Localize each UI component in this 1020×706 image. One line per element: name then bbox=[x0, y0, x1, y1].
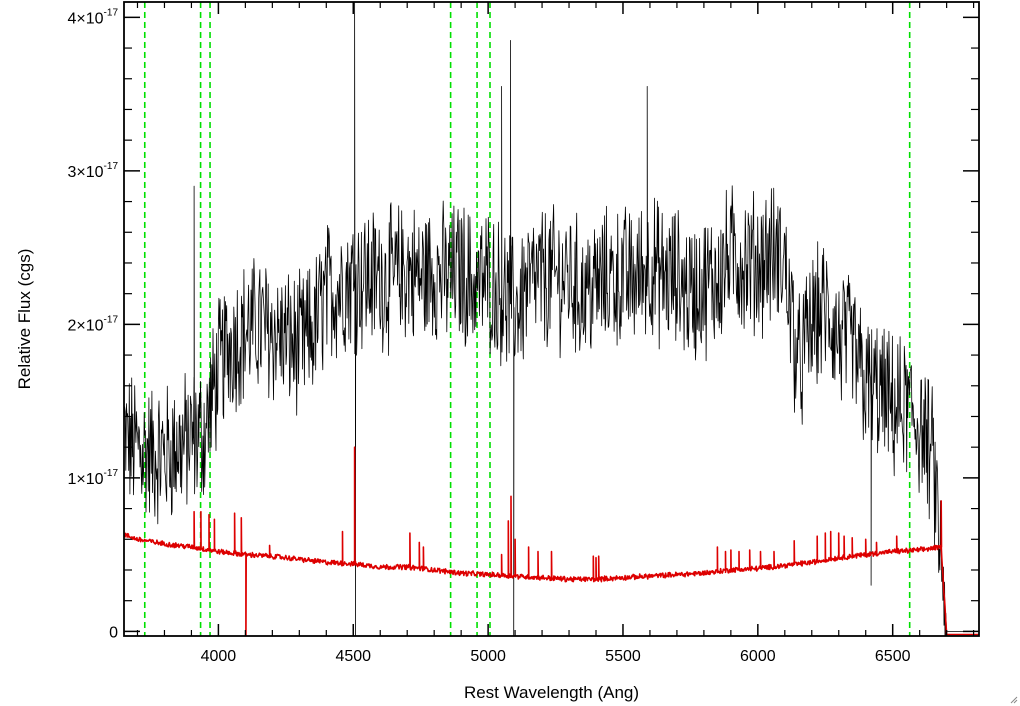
x-axis-title: Rest Wavelength (Ang) bbox=[464, 683, 639, 702]
x-tick-label: 5000 bbox=[470, 648, 506, 665]
y-tick-label: 1×10-17 bbox=[68, 468, 119, 488]
y-tick-label: 4×10-17 bbox=[68, 7, 119, 27]
y-tick-label: 3×10-17 bbox=[68, 161, 119, 181]
x-tick-label: 6500 bbox=[875, 648, 911, 665]
resize-grip-icon[interactable] bbox=[1010, 696, 1018, 704]
y-axis: 0 1×10-17 2×10-17 3×10-17 4×10-17 bbox=[68, 7, 979, 641]
x-axis: 4000 4500 5000 5500 6000 6500 bbox=[136, 2, 975, 665]
series-model-spectrum bbox=[124, 446, 979, 636]
x-tick-label: 5500 bbox=[605, 648, 641, 665]
plot-frame bbox=[123, 1, 980, 637]
x-tick-label: 4000 bbox=[201, 648, 237, 665]
x-tick-label: 4500 bbox=[335, 648, 371, 665]
y-tick-label: 2×10-17 bbox=[68, 314, 119, 334]
series-observed-spectrum bbox=[124, 2, 979, 636]
y-tick-label: 0 bbox=[109, 624, 118, 641]
series-layer bbox=[124, 2, 979, 636]
reference-lines bbox=[143, 2, 911, 636]
y-axis-title: Relative Flux (cgs) bbox=[15, 249, 34, 390]
x-tick-label: 6000 bbox=[740, 648, 776, 665]
